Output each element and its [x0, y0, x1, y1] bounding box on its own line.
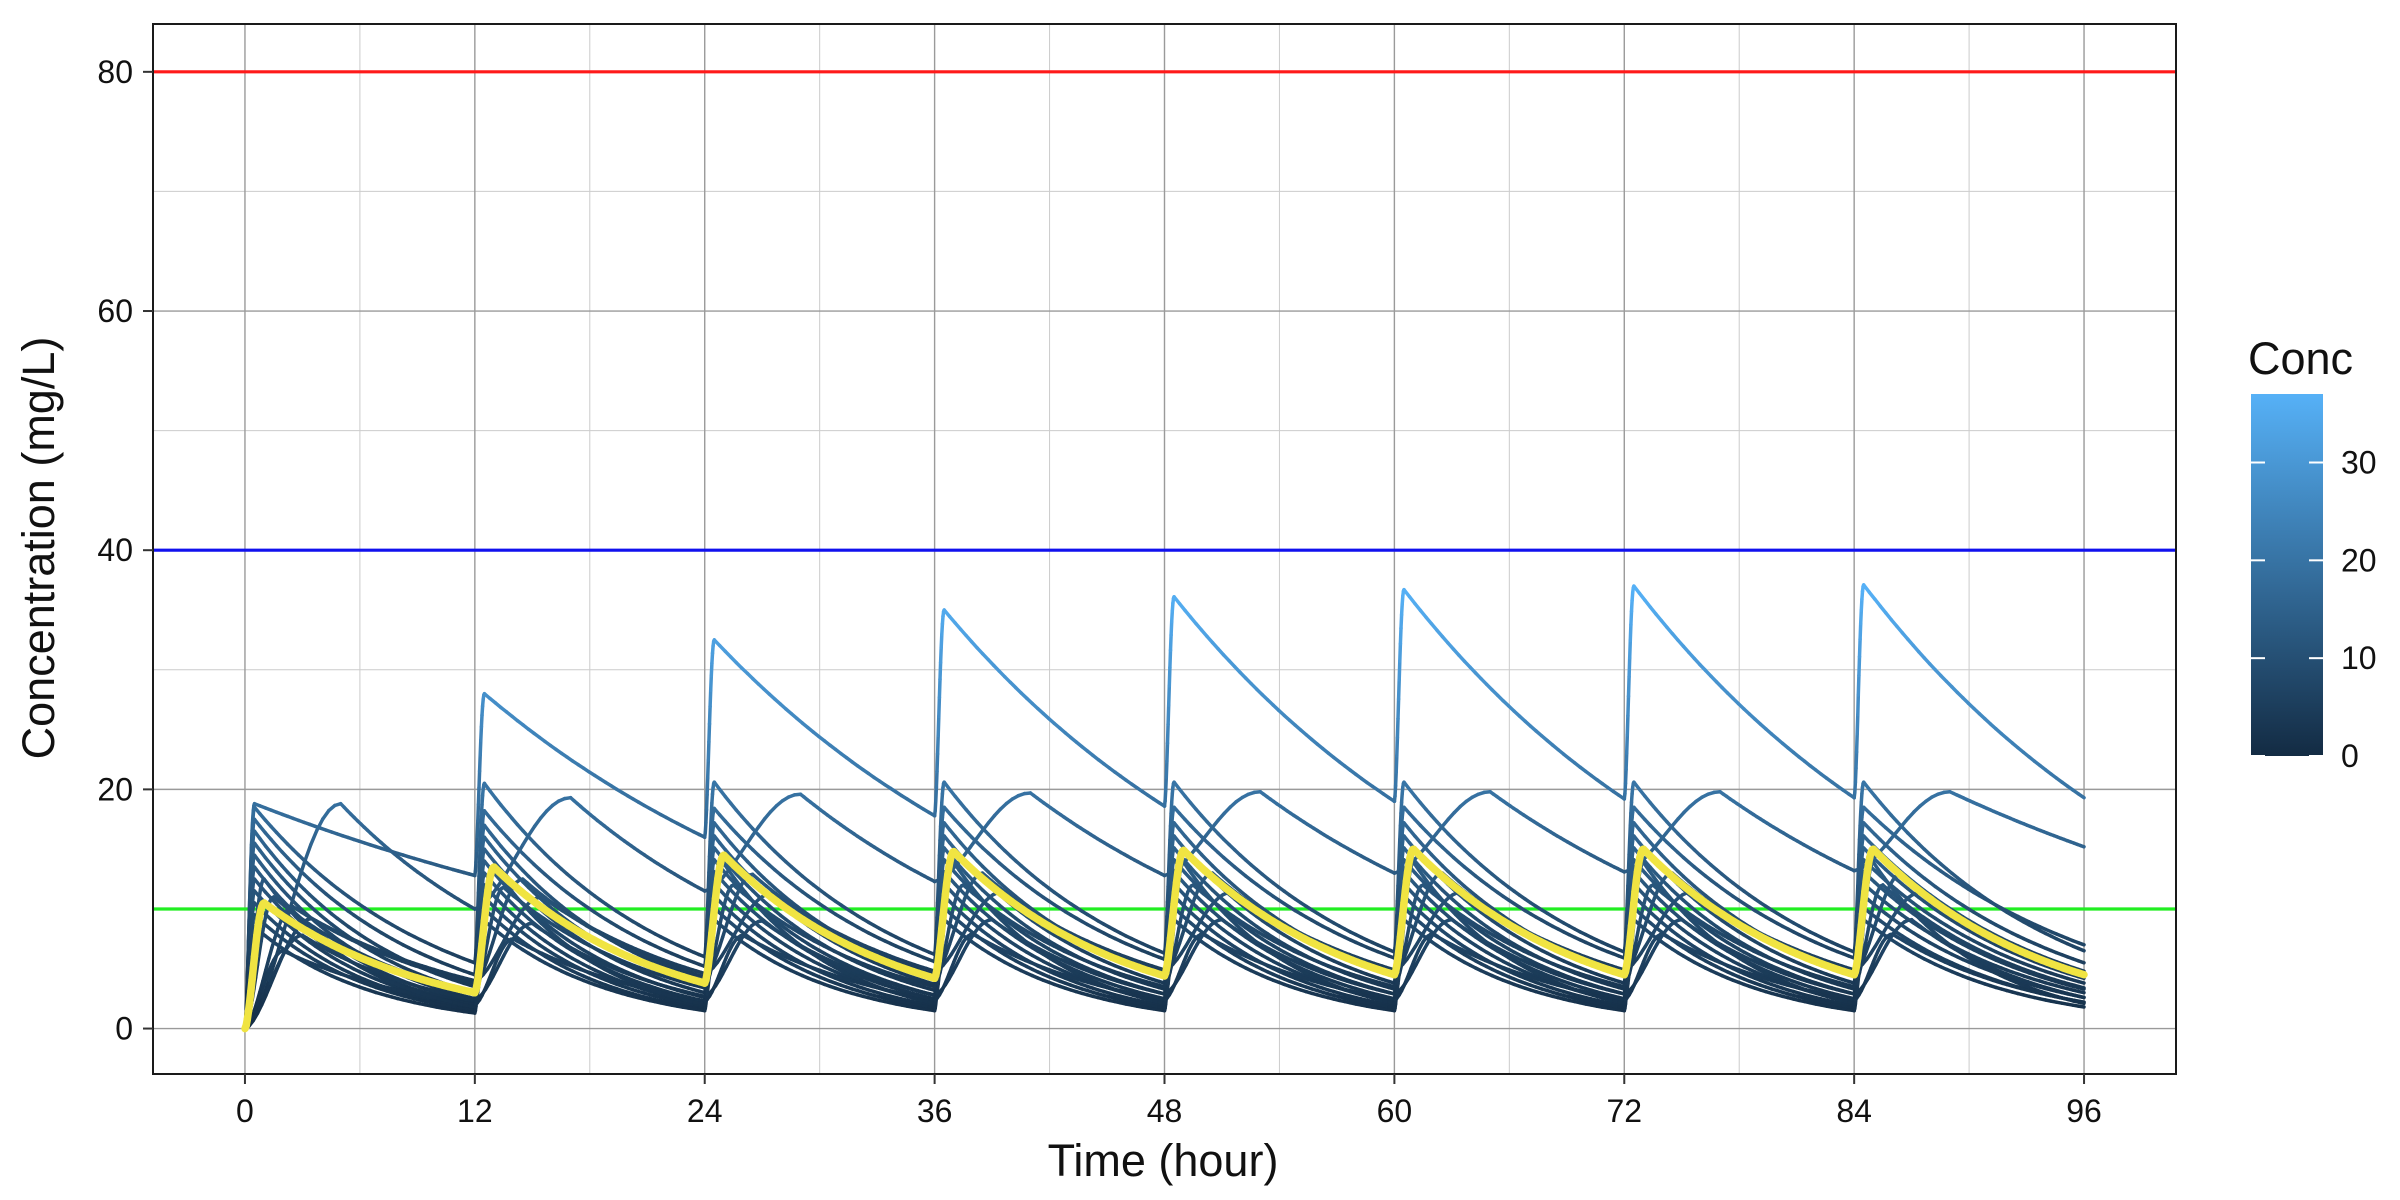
line-segment — [1629, 598, 1634, 614]
line-segment — [708, 688, 713, 709]
line-segment — [1167, 665, 1172, 688]
line-segment — [738, 842, 749, 855]
line-segment — [1169, 619, 1174, 637]
line-segment — [705, 758, 711, 780]
line-segment — [1169, 609, 1175, 624]
line-segment — [709, 661, 714, 678]
line-segment — [1627, 638, 1633, 660]
line-segment — [309, 828, 319, 847]
line-segment — [938, 645, 943, 665]
line-segment — [1396, 697, 1401, 721]
line-segment — [1858, 621, 1863, 642]
line-segment — [1399, 800, 1404, 815]
line-segment — [705, 776, 710, 797]
line-segment — [709, 801, 714, 816]
line-segment — [267, 959, 277, 982]
line-segment — [935, 733, 940, 756]
line-segment — [1169, 800, 1174, 816]
line-segment — [1626, 674, 1631, 698]
line-segment — [1396, 678, 1401, 701]
line-segment — [1629, 800, 1634, 815]
line-segment — [2076, 989, 2086, 995]
line-segment — [2076, 946, 2086, 953]
line-segment — [2076, 979, 2086, 985]
line-segment — [1624, 733, 1630, 755]
line-segment — [704, 793, 709, 812]
line-segment — [474, 848, 479, 864]
line-segment — [708, 674, 714, 693]
line-segment — [1394, 754, 1399, 774]
line-segment — [1395, 716, 1400, 740]
line-segment — [1626, 694, 1631, 718]
line-segment — [1623, 767, 1628, 786]
reference-lines — [153, 70, 2176, 911]
line-segment — [1628, 623, 1633, 643]
line-segment — [1859, 597, 1864, 612]
series-lines — [241, 583, 2088, 1033]
line-segment — [1398, 626, 1403, 646]
line-segment — [303, 842, 313, 863]
line-segment — [2078, 843, 2086, 849]
line-segment — [476, 785, 481, 807]
line-segment — [1395, 736, 1400, 758]
line-segment — [707, 704, 712, 726]
line-segment — [2076, 959, 2086, 965]
line-segment — [1164, 759, 1169, 779]
line-segment — [1399, 602, 1404, 617]
line-segment — [937, 677, 942, 700]
line-segment — [1393, 770, 1398, 788]
line-segment — [939, 632, 944, 650]
line-segment — [476, 802, 481, 823]
line-segment — [1168, 648, 1173, 670]
line-segment — [704, 808, 709, 825]
line-segment — [934, 785, 939, 803]
line-segment — [706, 740, 711, 762]
line-segment — [934, 769, 939, 790]
line-segment — [479, 725, 484, 742]
line-segment — [479, 802, 484, 818]
line-segment — [1398, 642, 1403, 663]
line-segment — [2076, 792, 2086, 800]
line-segment — [1168, 633, 1173, 653]
line-segment — [1624, 751, 1629, 772]
line-segment — [1857, 654, 1862, 678]
line-segment — [1629, 609, 1634, 627]
line-segment — [1627, 656, 1632, 679]
line-segment — [1163, 775, 1169, 793]
line-segment — [315, 817, 325, 833]
line-segment — [938, 660, 943, 682]
line-segment — [1165, 741, 1170, 763]
line-segment — [1858, 800, 1864, 815]
line-segment — [1857, 637, 1862, 659]
line-segment — [1399, 613, 1404, 630]
line-segment — [1854, 750, 1859, 771]
line-segment — [1856, 693, 1861, 717]
line-segment — [1166, 703, 1171, 727]
line-segment — [479, 713, 484, 729]
line-segment — [1625, 714, 1630, 737]
line-segment — [475, 819, 480, 839]
line-segment — [936, 714, 941, 738]
line-segment — [935, 752, 940, 774]
line-segment — [478, 738, 483, 757]
line-segment — [1855, 712, 1860, 736]
line-segment — [1856, 673, 1861, 697]
line-segment — [1165, 722, 1170, 746]
line-segment — [1397, 659, 1402, 682]
line-segment — [1853, 766, 1858, 784]
line-segment — [1854, 732, 1859, 754]
line-segment — [1166, 684, 1172, 707]
line-segment — [477, 753, 482, 773]
line-segment — [2076, 941, 2086, 947]
line-segment — [526, 824, 537, 838]
line-segment — [707, 722, 712, 744]
line-segment — [477, 769, 482, 790]
line-segment — [940, 622, 945, 637]
line-segment — [1858, 608, 1864, 626]
line-segment — [937, 695, 942, 719]
line-segment — [474, 834, 479, 853]
series-line-1 — [243, 583, 2086, 1031]
